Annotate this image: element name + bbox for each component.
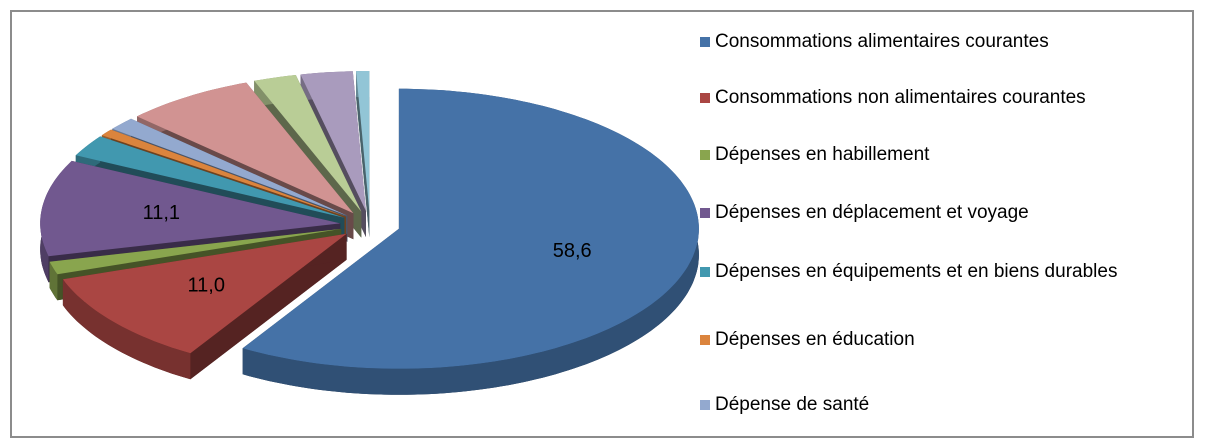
legend-label: Dépenses en éducation: [715, 329, 915, 350]
legend-label: Dépenses en déplacement et voyage: [715, 202, 1029, 223]
data-label: 11,1: [143, 202, 180, 224]
legend-item: Consommations non alimentaires courantes: [700, 86, 1140, 110]
legend-item: Consommations alimentaires courantes: [700, 30, 1140, 54]
slice-wall: [62, 279, 191, 380]
slice-top: [49, 228, 342, 275]
slice-wall: [242, 88, 699, 395]
legend-label: Dépense de santé: [715, 394, 870, 415]
slice-top: [356, 71, 370, 211]
slice-top: [75, 136, 345, 218]
legend-swatch: [700, 37, 710, 47]
legend-label: Dépenses en habillement: [715, 144, 930, 165]
pie-slice: [356, 71, 370, 237]
slice-top: [254, 75, 362, 212]
legend-item: Dépenses en éducation: [700, 328, 1140, 352]
legend-swatch: [700, 150, 710, 160]
pie-slice: [62, 233, 347, 380]
legend-swatch: [700, 335, 710, 345]
legend-swatch: [700, 267, 710, 277]
slice-top: [101, 129, 347, 217]
slice-side: [356, 71, 370, 237]
legend-label: Dépenses en équipements et en biens dura…: [715, 261, 1118, 282]
legend-swatch: [700, 93, 710, 103]
slice-side: [190, 233, 347, 380]
legend-item: Dépense de santé: [700, 393, 1140, 417]
legend-swatch: [700, 208, 710, 218]
slice-wall: [49, 261, 58, 301]
slice-top: [242, 88, 699, 369]
slice-top: [62, 233, 347, 354]
slice-top: [300, 71, 366, 212]
slice-top: [40, 160, 341, 257]
legend-item: Dépenses en équipements et en biens dura…: [700, 260, 1140, 284]
pie-slice: [242, 88, 699, 395]
legend-label: Consommations non alimentaires courantes: [715, 87, 1086, 108]
data-label: 11,0: [188, 275, 225, 297]
legend-item: Dépenses en déplacement et voyage: [700, 201, 1140, 225]
slice-top: [112, 118, 348, 216]
legend-label: Consommations alimentaires courantes: [715, 31, 1049, 52]
legend-item: Dépenses en habillement: [700, 143, 1140, 167]
data-label: 58,6: [553, 240, 592, 262]
slice-top: [137, 82, 354, 214]
legend-swatch: [700, 400, 710, 410]
chart-frame: [10, 10, 1194, 438]
